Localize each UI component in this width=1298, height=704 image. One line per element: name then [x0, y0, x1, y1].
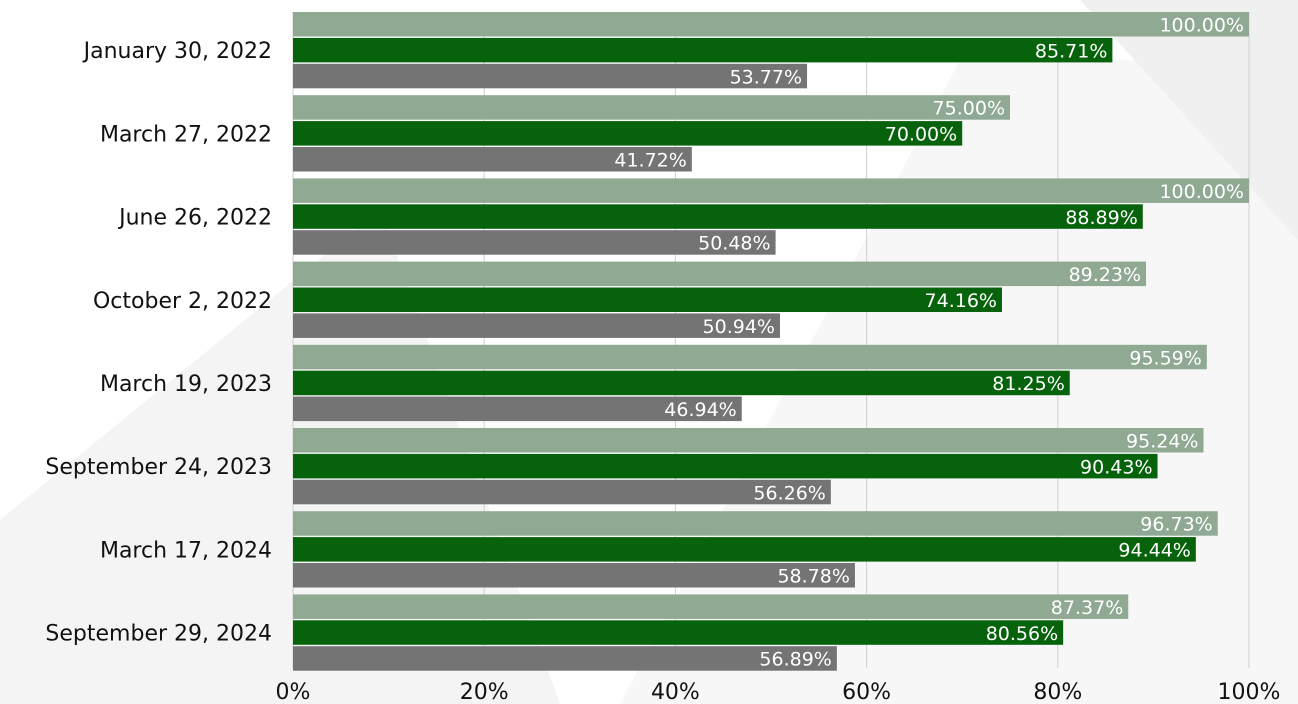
- bar: [293, 563, 855, 588]
- x-tick-label: 20%: [460, 680, 509, 704]
- bar: [293, 121, 963, 146]
- x-tick-label: 40%: [651, 680, 700, 704]
- category-label: March 17, 2024: [100, 538, 272, 563]
- bar: [293, 646, 837, 671]
- x-tick-label: 80%: [1033, 680, 1082, 704]
- data-label: 85.71%: [1035, 40, 1107, 62]
- data-label: 94.44%: [1118, 540, 1190, 562]
- data-label: 90.43%: [1080, 456, 1152, 478]
- data-label: 70.00%: [885, 124, 957, 146]
- data-label: 87.37%: [1051, 597, 1123, 619]
- bar: [293, 12, 1249, 37]
- category-label: June 26, 2022: [117, 206, 272, 231]
- bar: [293, 178, 1249, 203]
- data-labels: 100.00% 85.71% 53.77% 75.00% 70.00% 41.72% 100…: [614, 15, 1244, 671]
- bar: [293, 428, 1204, 453]
- bar: [293, 453, 1158, 479]
- x-tick-label: 100%: [1218, 680, 1281, 704]
- bar: [293, 537, 1196, 562]
- data-label: 75.00%: [933, 98, 1005, 120]
- bar: [293, 63, 808, 89]
- data-label: 53.77%: [730, 66, 802, 88]
- x-tick-label: 60%: [842, 680, 891, 704]
- bar: [293, 594, 1129, 619]
- data-label: 41.72%: [614, 150, 686, 172]
- bar: [293, 511, 1218, 536]
- bar: [293, 37, 1113, 63]
- bar: [293, 147, 692, 172]
- x-tick-label: 0%: [276, 680, 311, 704]
- data-label: 100.00%: [1159, 15, 1244, 37]
- category-label: March 19, 2023: [100, 372, 272, 397]
- bar: [293, 95, 1010, 120]
- data-label: 88.89%: [1065, 207, 1137, 229]
- data-label: 95.24%: [1126, 431, 1198, 453]
- data-label: 81.25%: [992, 373, 1064, 395]
- category-label: March 27, 2022: [100, 122, 272, 147]
- bar: [293, 204, 1143, 229]
- data-label: 74.16%: [925, 290, 997, 312]
- data-label: 58.78%: [777, 566, 849, 588]
- bar: [293, 620, 1064, 645]
- bar: [293, 313, 780, 338]
- data-label: 80.56%: [986, 623, 1058, 645]
- bar: [293, 344, 1207, 370]
- bar: [293, 287, 1002, 312]
- data-label: 56.89%: [759, 649, 831, 671]
- category-label: September 24, 2023: [45, 455, 272, 480]
- category-label: September 29, 2024: [45, 622, 272, 647]
- data-label: 56.26%: [753, 482, 825, 504]
- x-axis-tick-labels: 0% 20% 40% 60% 80% 100%: [276, 680, 1281, 704]
- category-labels: January 30, 2022 March 27, 2022 June 26, 2…: [45, 39, 272, 646]
- bar: [293, 479, 831, 505]
- bar: [293, 230, 776, 255]
- data-label: 89.23%: [1069, 264, 1141, 286]
- category-label: October 2, 2022: [93, 289, 272, 314]
- bar: [293, 396, 742, 422]
- bar: [293, 261, 1147, 287]
- data-label: 100.00%: [1159, 181, 1244, 203]
- data-label: 96.73%: [1140, 514, 1212, 536]
- data-label: 50.94%: [703, 316, 775, 338]
- data-label: 46.94%: [664, 399, 736, 421]
- category-label: January 30, 2022: [82, 39, 272, 64]
- data-label: 95.59%: [1129, 347, 1201, 369]
- data-label: 50.48%: [698, 233, 770, 255]
- bars: [293, 12, 1249, 671]
- bar: [293, 370, 1070, 396]
